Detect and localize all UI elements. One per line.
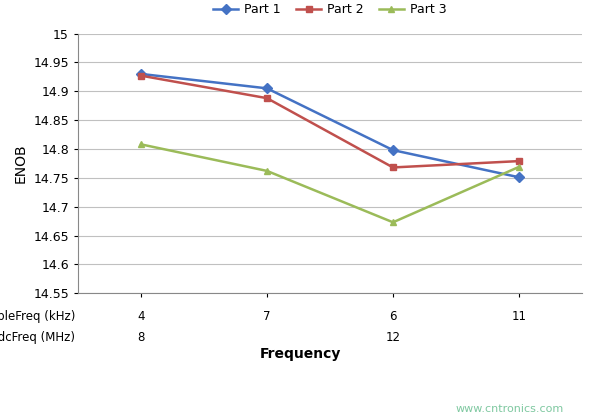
Part 2 [515,158,523,163]
Line: Part 2: Part 2 [137,72,523,171]
Text: 12: 12 [386,331,401,344]
Part 1 [389,147,397,153]
Text: Frequency: Frequency [259,347,341,361]
Text: 4: 4 [137,310,145,323]
Text: 11: 11 [511,310,527,323]
Part 3 [389,220,397,225]
Text: 8: 8 [137,331,145,344]
Part 3 [263,168,271,173]
Part 2 [263,96,271,101]
Text: www.cntronics.com: www.cntronics.com [456,403,564,414]
Part 1 [263,86,271,91]
Legend: Part 1, Part 2, Part 3: Part 1, Part 2, Part 3 [208,0,452,21]
Part 2 [137,73,145,78]
Part 3 [515,164,523,169]
Line: Part 1: Part 1 [137,70,523,181]
Part 1 [515,175,523,180]
Text: 7: 7 [263,310,271,323]
Line: Part 3: Part 3 [137,141,523,226]
Text: 6: 6 [389,310,397,323]
Part 3 [137,142,145,147]
Text: AdcFreq (MHz): AdcFreq (MHz) [0,331,75,344]
Part 1 [137,71,145,76]
Y-axis label: ENOB: ENOB [14,144,28,183]
Part 2 [389,165,397,170]
Text: SampleFreq (kHz): SampleFreq (kHz) [0,310,75,323]
